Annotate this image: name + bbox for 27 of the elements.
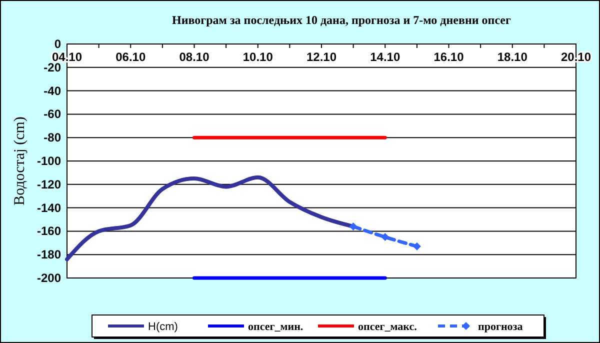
y-tick-label: -120	[36, 177, 62, 192]
legend-label: прогноза	[478, 321, 524, 333]
y-tick-label: -40	[44, 84, 62, 98]
y-tick-label: -80	[44, 130, 62, 145]
x-tick-label: 06.10	[116, 50, 146, 64]
x-tick-label: 08.10	[179, 50, 210, 64]
y-tick-label: -180	[36, 248, 62, 262]
legend-label: опсег_мин.	[248, 321, 304, 333]
y-tick-label: -100	[36, 154, 62, 168]
y-axis-title: Водостај (cm)	[12, 116, 28, 206]
y-tick-label: 0	[54, 37, 62, 51]
x-tick-label: 10.10	[242, 50, 274, 64]
x-tick-label: 14.10	[370, 50, 400, 64]
x-tick-label: 12.10	[306, 50, 337, 64]
legend-label: H(cm)	[148, 321, 178, 333]
y-tick-label: -20	[44, 60, 62, 74]
y-tick-label: -140	[36, 200, 62, 215]
point	[412, 242, 421, 250]
x-tick-label: 18.10	[497, 50, 528, 64]
y-tick-label: -60	[44, 107, 62, 122]
legend-label: опсег_макс.	[358, 321, 418, 333]
y-tick-label: -200	[36, 271, 62, 285]
point	[381, 233, 390, 242]
y-tick-label: -160	[36, 224, 62, 238]
point	[349, 222, 358, 231]
x-tick-label: 16.10	[434, 50, 464, 64]
chart-title: Нивограм за последњих 10 дана, прогноза и 7-мо дневни опсег	[172, 13, 512, 27]
